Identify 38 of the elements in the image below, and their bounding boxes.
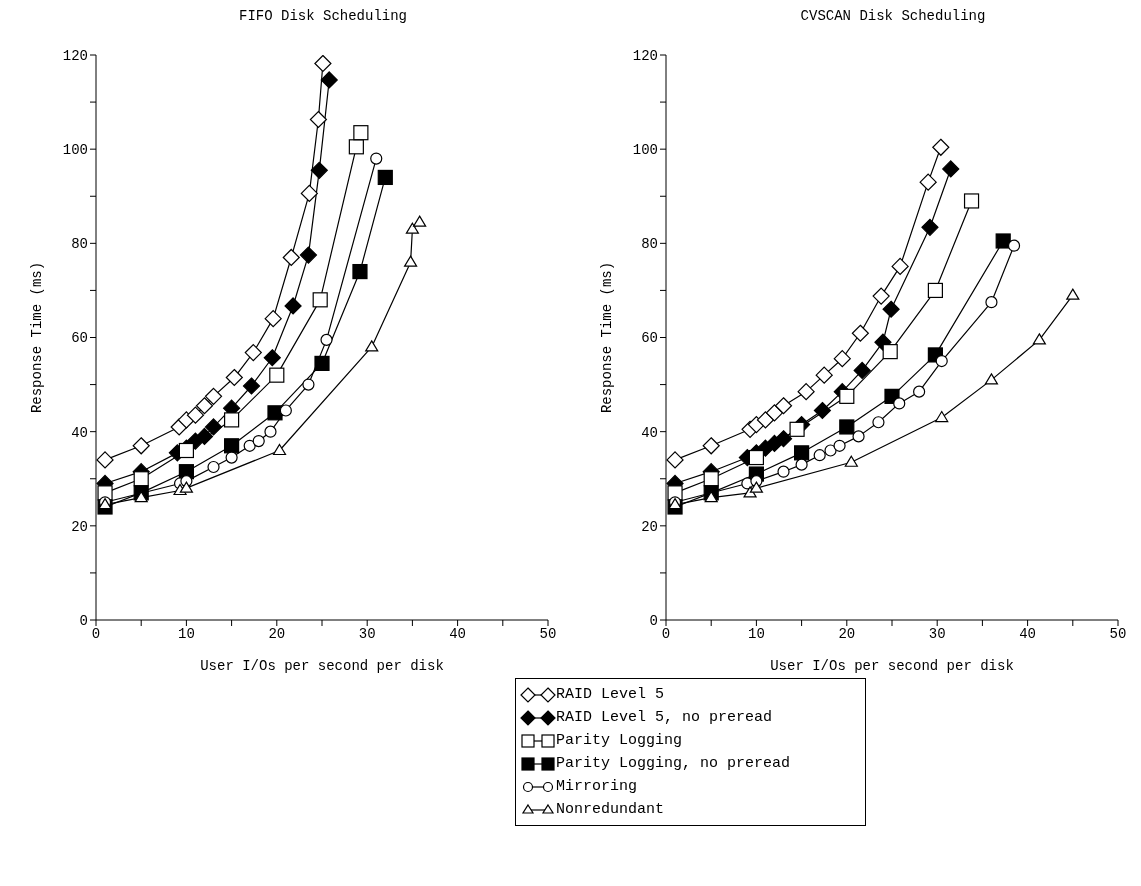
x-axis-title: User I/Os per second per disk (770, 658, 1014, 674)
legend-label: RAID Level 5 (556, 686, 665, 703)
y-tick-label: 80 (641, 236, 658, 253)
y-tick-label: 60 (71, 330, 88, 347)
y-tick-label: 120 (632, 47, 658, 64)
x-tick-label: 30 (358, 625, 376, 642)
legend-label: Nonredundant (556, 801, 665, 818)
y-tick-label: 0 (649, 612, 658, 629)
x-tick-label: 10 (177, 625, 195, 642)
legend-label: Parity Logging, no preread (556, 755, 791, 772)
y-tick-label: 40 (71, 424, 88, 441)
legend-label: RAID Level 5, no preread (556, 709, 773, 726)
x-tick-label: 40 (449, 625, 467, 642)
y-axis-title: Response Time (ms) (598, 261, 615, 414)
legend-label: Parity Logging (556, 732, 683, 749)
y-tick-label: 40 (641, 424, 658, 441)
y-tick-label: 100 (632, 142, 658, 159)
chart-title: FIFO Disk Scheduling (238, 8, 408, 26)
y-tick-label: 20 (641, 518, 658, 535)
y-tick-label: 0 (79, 612, 88, 629)
x-tick-label: 50 (1109, 625, 1127, 642)
x-tick-label: 50 (539, 625, 557, 642)
x-axis-title: User I/Os per second per disk (200, 658, 444, 674)
legend-label: Mirroring (556, 778, 638, 795)
chart-title: CVSCAN Disk Scheduling (799, 8, 987, 26)
x-tick-label: 10 (747, 625, 765, 642)
y-tick-label: 20 (71, 518, 88, 535)
x-tick-label: 30 (928, 625, 946, 642)
x-tick-label: 0 (91, 625, 101, 642)
y-tick-label: 80 (71, 236, 88, 253)
x-tick-label: 40 (1019, 625, 1037, 642)
x-tick-label: 20 (268, 625, 286, 642)
y-tick-label: 120 (62, 47, 88, 64)
y-tick-label: 60 (641, 330, 658, 347)
y-axis-title: Response Time (ms) (28, 261, 45, 414)
x-tick-label: 20 (838, 625, 856, 642)
x-tick-label: 0 (661, 625, 671, 642)
y-tick-label: 100 (62, 142, 88, 159)
